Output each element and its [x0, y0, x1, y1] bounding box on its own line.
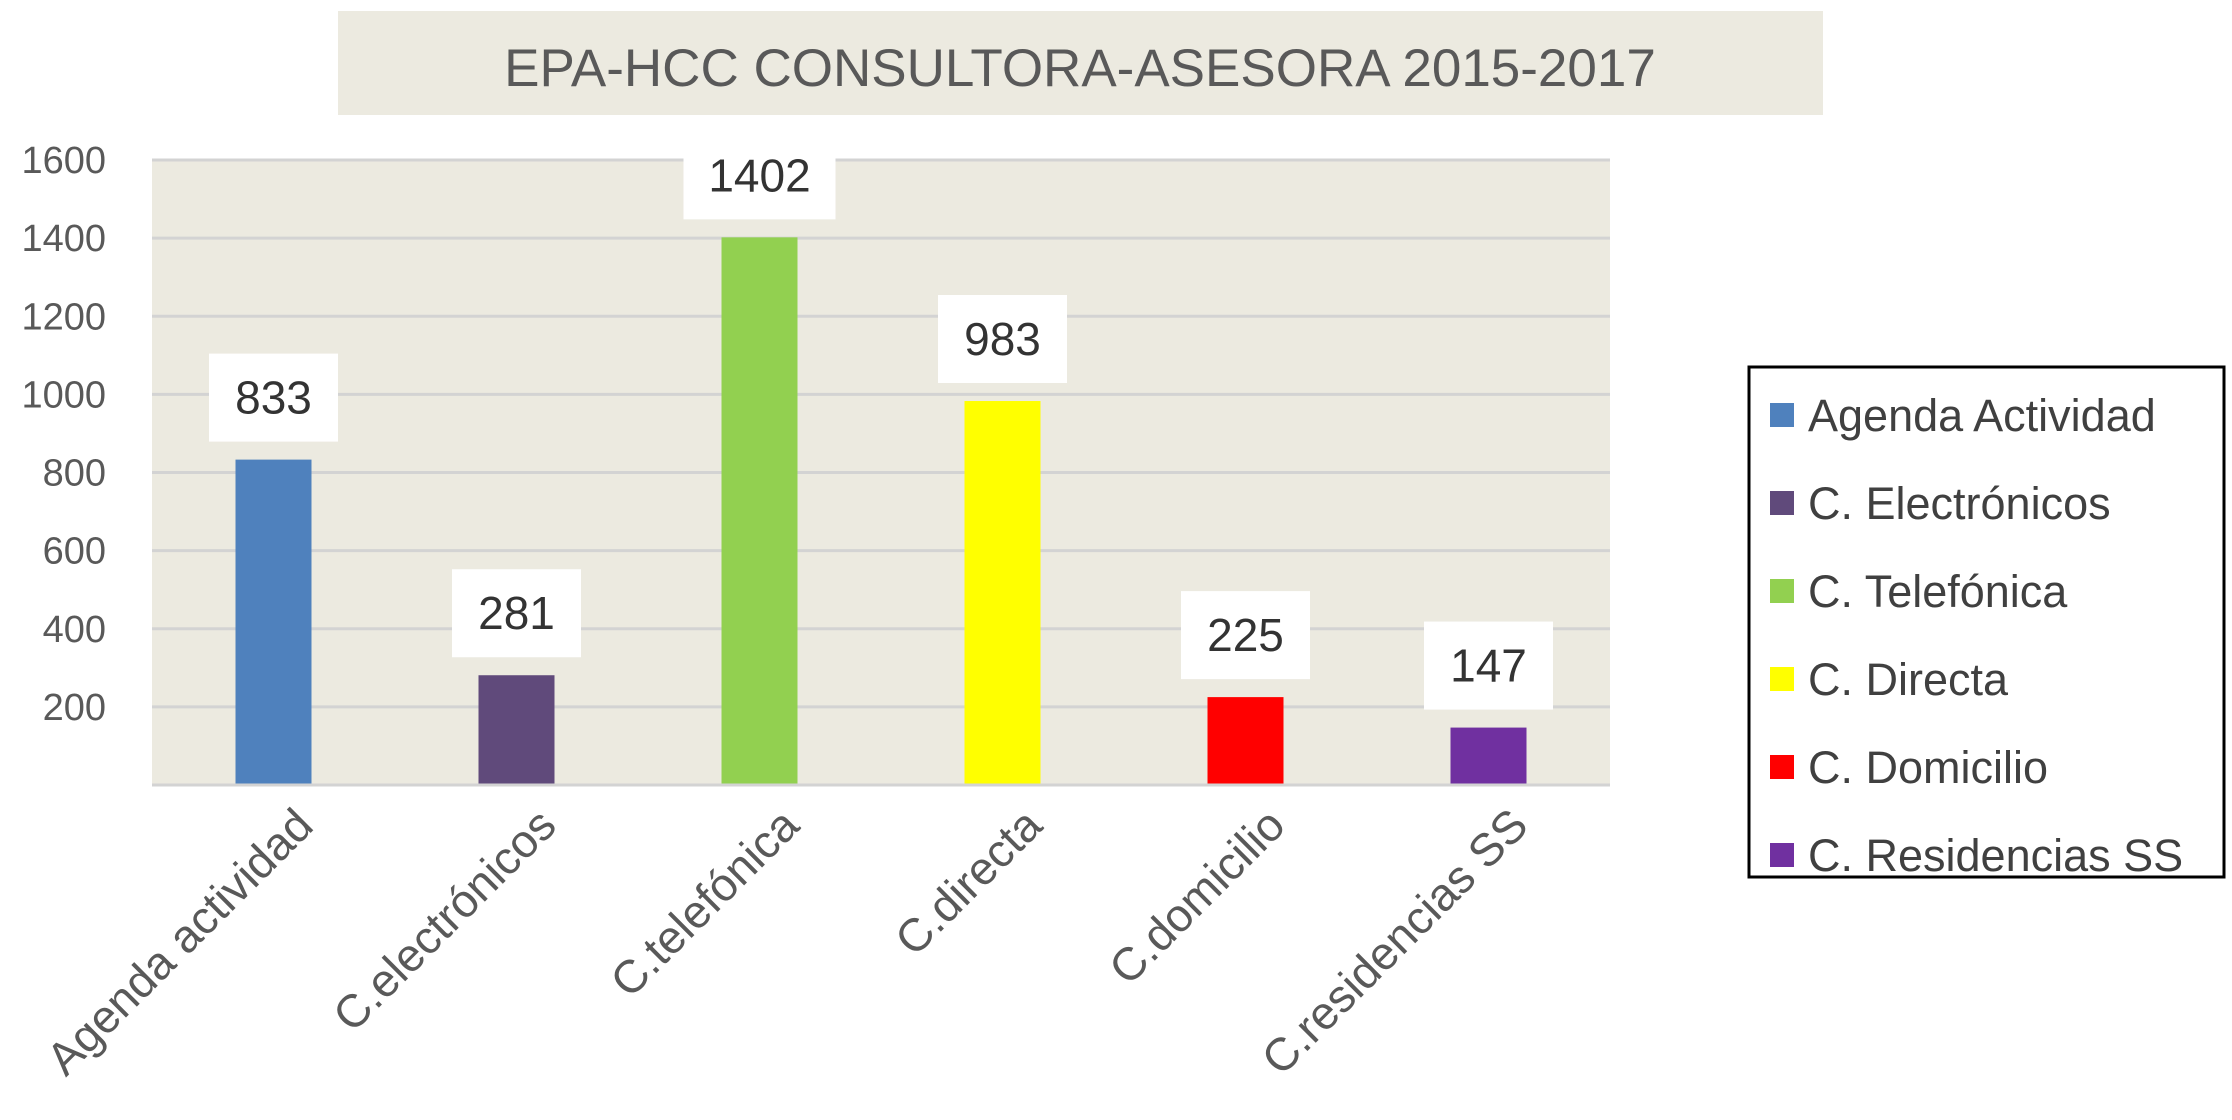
x-axis: Agenda actividad C.electrónicos C.telefóni… [36, 798, 1537, 1085]
legend: Agenda Actividad C. Electrónicos C. Telefó… [1747, 365, 2226, 881]
y-tick-label: 600 [43, 531, 106, 573]
gridlines [152, 158, 1610, 709]
bar [235, 459, 312, 785]
x-tick-label: C.domicilio [1099, 798, 1295, 994]
bar [1207, 697, 1284, 785]
legend-swatch [1770, 579, 1794, 603]
bar [721, 237, 798, 785]
data-label: 983 [964, 313, 1041, 365]
legend-label: C. Domicilio [1808, 742, 2048, 793]
legend-swatch [1770, 667, 1794, 691]
data-label-box [683, 131, 836, 220]
y-tick-label: 1600 [21, 140, 106, 182]
legend-label: C. Directa [1808, 654, 2009, 705]
y-tick-label: 1400 [21, 218, 106, 260]
bar [964, 401, 1041, 785]
data-label-box [452, 569, 581, 658]
data-label: 833 [235, 372, 312, 424]
data-label-box [1181, 591, 1310, 680]
legend-label: C. Electrónicos [1808, 478, 2111, 529]
x-tick-label: C.telefónica [600, 798, 809, 1007]
x-tick-label: C.residencias SS [1251, 798, 1537, 1084]
data-labels: 833 281 1402 983 225 147 [209, 131, 1553, 710]
data-label: 225 [1207, 609, 1284, 661]
data-label: 1402 [708, 149, 810, 201]
bar [478, 675, 555, 785]
legend-swatch [1770, 843, 1794, 867]
legend-swatch [1770, 755, 1794, 779]
chart-title-box [338, 11, 1823, 115]
x-tick-label: C.directa [885, 798, 1052, 965]
legend-frame [1747, 365, 2226, 879]
data-label: 147 [1450, 640, 1527, 692]
data-label-box [938, 295, 1067, 384]
legend-swatch [1770, 491, 1794, 515]
x-tick-label: Agenda actividad [36, 798, 322, 1084]
y-axis: 200 400 600 800 1000 1200 1400 1600 [21, 140, 106, 729]
legend-label: C. Telefónica [1808, 566, 2068, 617]
chart-title: EPA-HCC CONSULTORA-ASESORA 2015-2017 [504, 39, 1656, 98]
bar [1450, 727, 1527, 785]
y-tick-label: 400 [43, 609, 106, 651]
y-tick-label: 200 [43, 687, 106, 729]
x-tick-label: C.electrónicos [323, 798, 566, 1041]
legend-label: C. Residencias SS [1808, 830, 2183, 881]
data-label-box [209, 353, 338, 442]
y-tick-label: 1000 [21, 374, 106, 416]
legend-swatch [1770, 403, 1794, 427]
y-tick-label: 1200 [21, 296, 106, 338]
bars [235, 237, 1527, 785]
data-label-box [1424, 621, 1553, 710]
legend-label: Agenda Actividad [1808, 390, 2156, 441]
y-tick-label: 800 [43, 453, 106, 495]
data-label: 281 [478, 587, 555, 639]
